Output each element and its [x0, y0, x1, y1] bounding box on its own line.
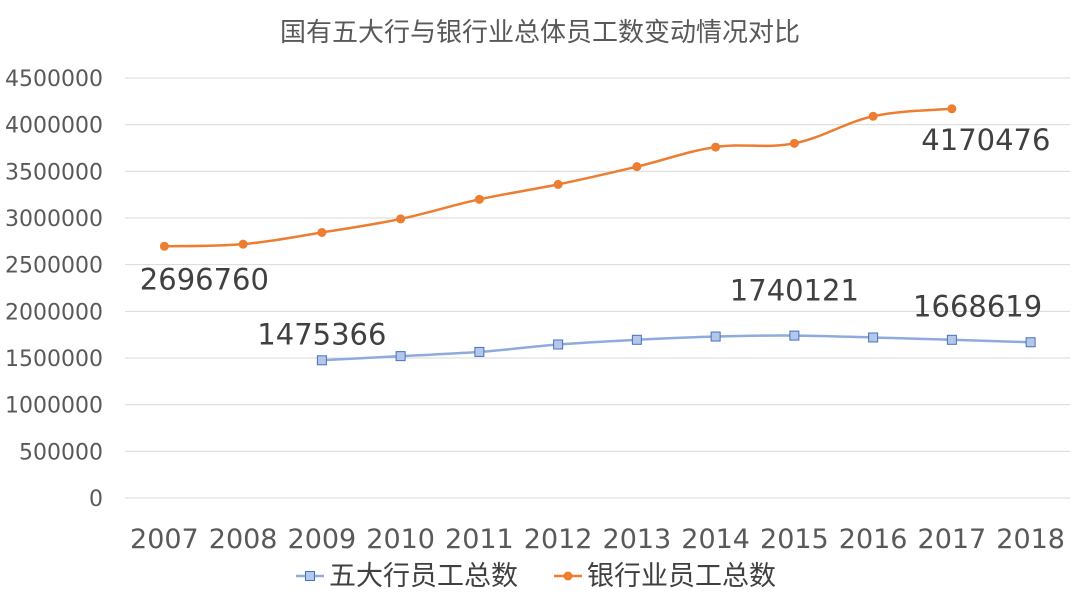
series [159, 104, 1036, 366]
series-1 [316, 330, 1036, 366]
y-tick-label: 0 [89, 487, 103, 512]
y-tick-label: 500000 [19, 440, 103, 465]
data-label: 1740121 [730, 274, 859, 308]
legend-item: 五大行员工总数 [296, 561, 518, 592]
data-point [474, 346, 485, 357]
y-tick-label: 4500000 [5, 67, 103, 92]
y-tick-label: 1500000 [5, 347, 103, 372]
x-tick-label: 2012 [524, 524, 593, 555]
y-tick-label: 3500000 [5, 160, 103, 185]
x-tick-label: 2007 [130, 524, 199, 555]
y-tick-label: 4000000 [5, 114, 103, 139]
y-tick-label: 3000000 [5, 207, 103, 232]
x-tick-label: 2016 [839, 524, 908, 555]
data-point [159, 241, 169, 251]
legend-label: 银行业员工总数 [587, 561, 776, 592]
x-tick-label: 2013 [603, 524, 672, 555]
x-axis-ticks: 2007 2008 2009 2010 2011 2012 2013 2014 2015 2016… [130, 524, 1065, 555]
x-tick-label: 2009 [288, 524, 357, 555]
chart-title: 国有五大行与银行业总体员工数变动情况对比 [280, 18, 800, 48]
data-point [946, 334, 957, 345]
data-label: 4170476 [921, 123, 1050, 157]
legend-item: 银行业员工总数 [554, 561, 776, 592]
data-point [316, 355, 327, 366]
data-label: 2696760 [140, 262, 269, 296]
y-tick-label: 2500000 [5, 254, 103, 279]
x-tick-label: 2008 [209, 524, 278, 555]
data-point [868, 332, 879, 343]
data-point [396, 214, 406, 224]
data-point [474, 194, 484, 204]
data-point [395, 351, 406, 362]
series-2 [159, 104, 957, 251]
x-tick-label: 2011 [445, 524, 514, 555]
data-point [1025, 337, 1036, 348]
data-point [711, 142, 721, 152]
data-point [868, 111, 878, 121]
y-tick-label: 1000000 [5, 394, 103, 419]
y-tick-label: 2000000 [5, 300, 103, 325]
data-point [631, 334, 642, 345]
data-point [317, 227, 327, 237]
x-tick-label: 2010 [366, 524, 435, 555]
x-tick-label: 2017 [918, 524, 987, 555]
data-label: 1668619 [913, 289, 1042, 323]
series-line [164, 107, 952, 248]
data-point [238, 239, 248, 249]
legend-label: 五大行员工总数 [329, 561, 518, 592]
x-tick-label: 2015 [760, 524, 829, 555]
grid [125, 77, 1070, 499]
data-labels: 1475366 1740121 1668619 2696760 4170476 [140, 123, 1051, 352]
x-tick-label: 2018 [996, 524, 1065, 555]
data-point [553, 179, 563, 189]
series-line [321, 334, 1031, 362]
data-point [947, 104, 957, 114]
data-point [789, 138, 799, 148]
x-tick-label: 2014 [681, 524, 750, 555]
data-point [553, 339, 564, 350]
data-point [789, 330, 800, 341]
legend-marker [563, 571, 573, 581]
y-axis-ticks: 0 500000 1000000 1500000 2000000 2500000 30000… [5, 67, 103, 512]
data-label: 1475366 [257, 317, 386, 351]
data-point [710, 331, 721, 342]
legend-marker [305, 571, 315, 581]
data-point [632, 162, 642, 172]
legend: 五大行员工总数 银行业员工总数 [296, 561, 776, 592]
